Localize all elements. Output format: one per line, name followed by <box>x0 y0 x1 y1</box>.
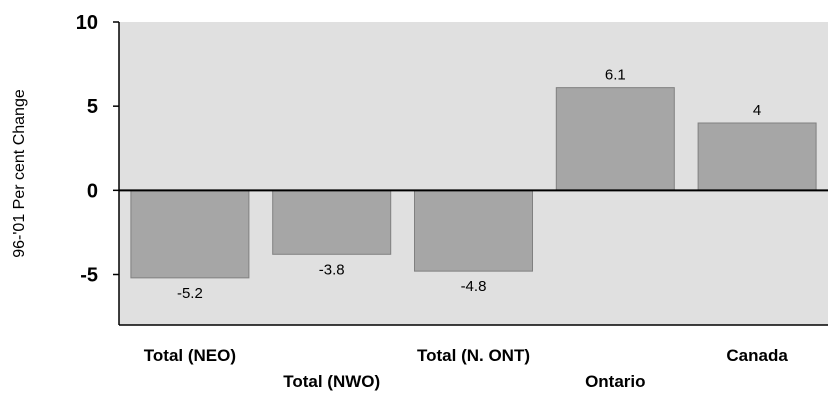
x-category-label: Total (NWO) <box>283 372 380 391</box>
bar <box>697 122 817 191</box>
y-axis-label: 96-'01 Per cent Change <box>11 89 28 258</box>
x-category-label: Total (N. ONT) <box>417 346 530 365</box>
data-label: 4 <box>753 102 761 119</box>
y-tick-label: 5 <box>87 96 98 118</box>
y-tick-label: -5 <box>80 265 98 287</box>
data-label: -3.8 <box>319 261 345 278</box>
y-axis-ticks: 10 5 0 -5 <box>76 12 119 287</box>
x-category-label: Total (NEO) <box>144 346 236 365</box>
x-axis-categories: Total (NEO) Total (NWO) Total (N. ONT) Onta… <box>144 346 789 391</box>
bar <box>130 189 250 279</box>
y-tick-label: 10 <box>76 12 98 34</box>
y-tick-label: 0 <box>87 180 98 202</box>
bars <box>130 87 817 279</box>
data-label: -4.8 <box>461 278 487 295</box>
bar <box>555 87 675 191</box>
x-category-label: Ontario <box>585 372 645 391</box>
x-category-label: Canada <box>726 346 788 365</box>
data-label: -5.2 <box>177 285 203 302</box>
bar <box>272 189 392 255</box>
data-labels: -5.2 -3.8 -4.8 6.1 4 <box>177 67 761 302</box>
data-label: 6.1 <box>605 67 626 84</box>
bar <box>414 189 533 272</box>
